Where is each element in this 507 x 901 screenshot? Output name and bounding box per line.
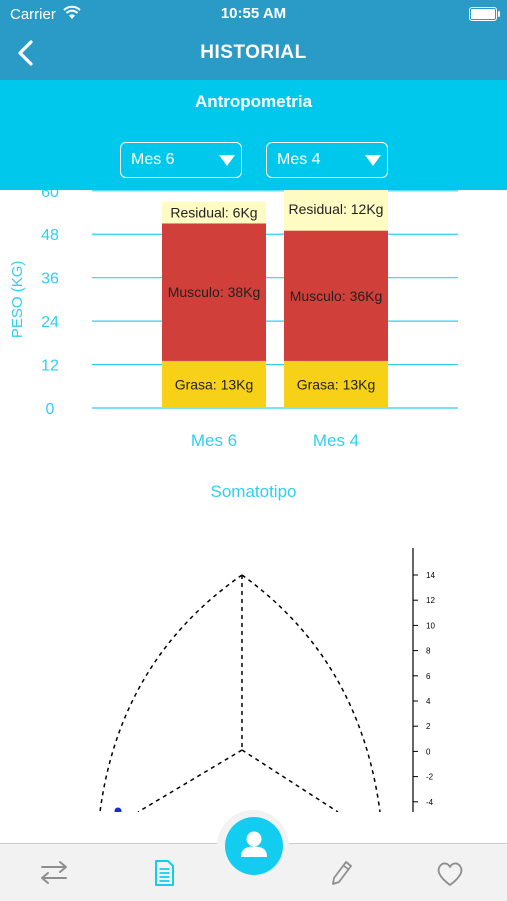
period-select-right[interactable]: Mes 4 xyxy=(266,142,388,178)
carrier-label: Carrier xyxy=(10,6,56,23)
dropdown-caret-icon xyxy=(219,155,235,166)
somatochart-axis-left xyxy=(137,749,243,812)
bar-segment-label: Grasa: 13Kg xyxy=(297,376,376,392)
bar-segment-label: Residual: 12Kg xyxy=(289,201,384,217)
bar-segment-residual xyxy=(284,190,388,231)
y-tick-label: 36 xyxy=(41,271,59,288)
document-icon[interactable] xyxy=(144,856,184,890)
y-tick-label: 0 xyxy=(46,401,55,418)
bar-segment-label: Musculo: 38Kg xyxy=(168,284,261,300)
status-bar: Carrier 10:55 AM xyxy=(0,0,507,28)
soma-tick-label: 2 xyxy=(426,722,431,731)
bar-segment-residual xyxy=(162,201,266,224)
stacked-bar-chart: 0 12 24 36 48 60 PESO (KG) Grasa: 13Kg Musculo: … xyxy=(9,190,458,450)
somatotype-point xyxy=(114,807,122,812)
somatotipo-chart: 14 12 10 8 6 4 2 0 -2 -4 xyxy=(0,540,507,812)
x-tick-label: Mes 6 xyxy=(191,431,237,450)
bar-segment-grasa xyxy=(162,360,266,408)
section-header: Antropometria Mes 6 Mes 4 xyxy=(0,80,507,190)
period-select-right-value: Mes 4 xyxy=(277,151,321,168)
soma-tick-label: 6 xyxy=(426,672,431,681)
profile-button[interactable] xyxy=(225,817,283,875)
soma-tick-label: -2 xyxy=(426,773,434,782)
soma-tick-label: 10 xyxy=(426,621,435,630)
battery-icon xyxy=(469,7,500,21)
back-chevron-icon[interactable] xyxy=(12,38,42,68)
nav-bar: HISTORIAL xyxy=(0,28,507,80)
y-tick-label: 12 xyxy=(41,358,59,375)
soma-tick-label: 12 xyxy=(426,596,435,605)
y-tick-label: 24 xyxy=(41,314,59,331)
soma-tick-label: 14 xyxy=(426,571,435,580)
wifi-icon xyxy=(63,5,81,19)
clock: 10:55 AM xyxy=(220,5,287,22)
y-tick-label: 48 xyxy=(41,227,59,244)
pencil-icon[interactable] xyxy=(320,856,360,890)
x-tick-label: Mes 4 xyxy=(313,431,359,450)
bar-segment-label: Grasa: 13Kg xyxy=(175,376,254,392)
somatochart-graph: 14 12 10 8 6 4 2 0 -2 -4 xyxy=(99,548,435,812)
somatochart-axis-right xyxy=(241,749,339,812)
y-axis-label: PESO (KG) xyxy=(9,261,26,339)
soma-tick-label: 4 xyxy=(426,697,431,706)
page-title: HISTORIAL xyxy=(200,42,307,63)
dropdown-caret-icon xyxy=(365,155,381,166)
profile-icon xyxy=(241,831,267,857)
heart-icon[interactable] xyxy=(430,856,470,890)
period-select-left-value: Mes 6 xyxy=(131,151,175,168)
somatochart-outline-right xyxy=(241,574,381,812)
soma-tick-label: 8 xyxy=(426,647,431,656)
somatotipo-title: Somatotipo xyxy=(210,482,297,501)
body-composition-chart: 0 12 24 36 48 60 PESO (KG) Grasa: 13Kg Musculo: … xyxy=(0,190,507,470)
bar-segment-label: Residual: 6Kg xyxy=(170,205,257,221)
bar-segment-label: Musculo: 36Kg xyxy=(290,288,383,304)
soma-tick-label: 0 xyxy=(426,747,431,756)
period-select-left[interactable]: Mes 6 xyxy=(120,142,242,178)
transfer-icon[interactable] xyxy=(34,856,74,890)
bar-segment-grasa xyxy=(284,360,388,408)
somatochart-outline-left xyxy=(99,574,243,812)
bar-segment-musculo xyxy=(162,223,266,361)
section-title: Antropometria xyxy=(194,92,313,111)
y-tick-label: 60 xyxy=(41,190,59,201)
soma-tick-label: -4 xyxy=(426,798,434,807)
bar-segment-musculo xyxy=(284,230,388,361)
